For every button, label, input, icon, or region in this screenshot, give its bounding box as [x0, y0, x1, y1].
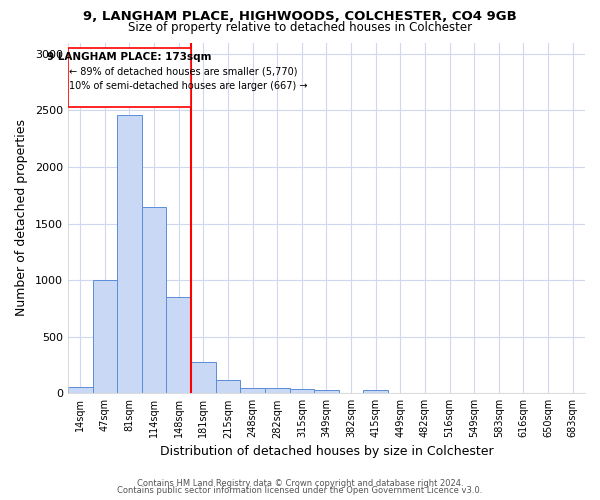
- X-axis label: Distribution of detached houses by size in Colchester: Distribution of detached houses by size …: [160, 444, 493, 458]
- Bar: [142, 206, 166, 394]
- Y-axis label: Number of detached properties: Number of detached properties: [15, 120, 28, 316]
- Text: 9, LANGHAM PLACE, HIGHWOODS, COLCHESTER, CO4 9GB: 9, LANGHAM PLACE, HIGHWOODS, COLCHESTER,…: [83, 10, 517, 23]
- Text: 9 LANGHAM PLACE: 173sqm: 9 LANGHAM PLACE: 173sqm: [47, 52, 212, 62]
- Bar: [166, 297, 191, 394]
- Bar: [265, 388, 290, 394]
- Bar: [240, 388, 265, 394]
- Text: Contains HM Land Registry data © Crown copyright and database right 2024.: Contains HM Land Registry data © Crown c…: [137, 478, 463, 488]
- Bar: [68, 386, 92, 394]
- Text: 10% of semi-detached houses are larger (667) →: 10% of semi-detached houses are larger (…: [69, 82, 308, 92]
- Text: ← 89% of detached houses are smaller (5,770): ← 89% of detached houses are smaller (5,…: [69, 66, 298, 76]
- FancyBboxPatch shape: [68, 48, 191, 107]
- Bar: [92, 280, 117, 394]
- Bar: [364, 390, 388, 394]
- Bar: [215, 380, 240, 394]
- Bar: [191, 362, 215, 394]
- Bar: [117, 115, 142, 394]
- Text: Contains public sector information licensed under the Open Government Licence v3: Contains public sector information licen…: [118, 486, 482, 495]
- Text: Size of property relative to detached houses in Colchester: Size of property relative to detached ho…: [128, 21, 472, 34]
- Bar: [314, 390, 339, 394]
- Bar: [290, 389, 314, 394]
